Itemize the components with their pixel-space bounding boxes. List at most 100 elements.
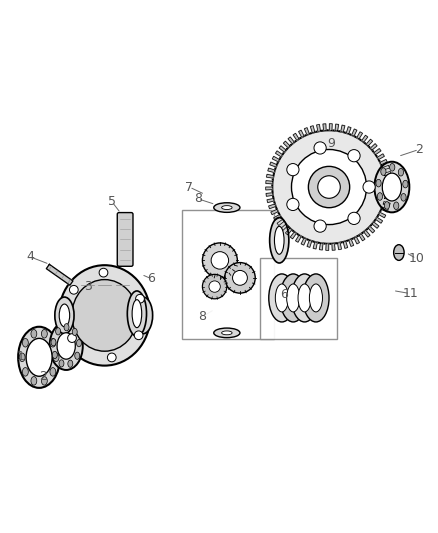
- Polygon shape: [266, 174, 273, 178]
- Polygon shape: [326, 244, 329, 251]
- Ellipse shape: [222, 331, 232, 335]
- Ellipse shape: [363, 181, 375, 193]
- Ellipse shape: [132, 300, 142, 328]
- Polygon shape: [329, 124, 332, 131]
- Polygon shape: [319, 243, 323, 250]
- Polygon shape: [317, 125, 321, 131]
- Ellipse shape: [275, 227, 284, 254]
- Ellipse shape: [202, 274, 227, 299]
- Ellipse shape: [381, 168, 386, 175]
- Ellipse shape: [280, 274, 306, 322]
- Ellipse shape: [287, 284, 300, 312]
- Text: 10: 10: [408, 252, 424, 265]
- Ellipse shape: [401, 193, 406, 201]
- Text: 8: 8: [194, 192, 202, 205]
- Ellipse shape: [403, 180, 408, 188]
- Polygon shape: [323, 124, 326, 131]
- Polygon shape: [277, 220, 284, 225]
- Polygon shape: [304, 128, 309, 135]
- Ellipse shape: [57, 333, 75, 359]
- Polygon shape: [338, 243, 342, 249]
- Polygon shape: [283, 141, 290, 148]
- Ellipse shape: [22, 338, 28, 347]
- Ellipse shape: [134, 331, 143, 340]
- Polygon shape: [268, 204, 276, 209]
- Text: 11: 11: [403, 287, 418, 300]
- Ellipse shape: [107, 353, 116, 362]
- Polygon shape: [335, 124, 339, 131]
- Ellipse shape: [291, 274, 318, 322]
- Ellipse shape: [382, 173, 402, 201]
- Ellipse shape: [214, 203, 240, 212]
- Polygon shape: [46, 264, 73, 285]
- Ellipse shape: [99, 268, 108, 277]
- Ellipse shape: [72, 328, 77, 335]
- Ellipse shape: [53, 353, 59, 361]
- Polygon shape: [299, 130, 304, 138]
- Ellipse shape: [51, 338, 56, 346]
- Ellipse shape: [42, 377, 47, 385]
- Ellipse shape: [59, 360, 64, 367]
- Text: 9: 9: [328, 137, 336, 150]
- Polygon shape: [357, 132, 363, 139]
- Ellipse shape: [211, 252, 229, 269]
- Ellipse shape: [59, 265, 150, 366]
- Text: 6: 6: [280, 288, 288, 301]
- Ellipse shape: [18, 327, 60, 388]
- Ellipse shape: [318, 176, 340, 198]
- Polygon shape: [346, 127, 351, 134]
- Ellipse shape: [50, 338, 56, 347]
- Ellipse shape: [394, 245, 404, 261]
- Ellipse shape: [19, 353, 25, 361]
- Ellipse shape: [59, 304, 70, 327]
- Polygon shape: [332, 244, 335, 251]
- Polygon shape: [382, 165, 389, 170]
- Polygon shape: [380, 159, 387, 165]
- Text: 6: 6: [148, 272, 155, 285]
- Ellipse shape: [269, 274, 295, 322]
- Bar: [182, 210, 274, 338]
- Polygon shape: [274, 215, 281, 220]
- Polygon shape: [272, 156, 279, 162]
- Text: 4: 4: [26, 251, 34, 263]
- Ellipse shape: [264, 122, 395, 253]
- FancyBboxPatch shape: [117, 213, 133, 266]
- Ellipse shape: [31, 329, 37, 338]
- Ellipse shape: [394, 202, 399, 209]
- Ellipse shape: [22, 368, 28, 376]
- Text: 1: 1: [16, 350, 24, 362]
- Ellipse shape: [276, 284, 288, 312]
- Ellipse shape: [225, 263, 255, 293]
- Text: 7: 7: [185, 181, 193, 193]
- Polygon shape: [266, 181, 272, 184]
- Ellipse shape: [134, 297, 152, 334]
- Polygon shape: [290, 232, 297, 239]
- Polygon shape: [276, 151, 283, 157]
- Polygon shape: [296, 235, 301, 242]
- Polygon shape: [349, 239, 354, 246]
- Ellipse shape: [287, 198, 299, 211]
- Ellipse shape: [68, 360, 73, 367]
- Ellipse shape: [72, 280, 138, 351]
- Polygon shape: [311, 126, 315, 133]
- Ellipse shape: [384, 201, 389, 209]
- Ellipse shape: [376, 179, 381, 187]
- Polygon shape: [266, 193, 273, 196]
- Polygon shape: [313, 242, 317, 249]
- Polygon shape: [343, 241, 348, 248]
- Polygon shape: [288, 137, 294, 144]
- Polygon shape: [385, 196, 392, 200]
- Ellipse shape: [42, 329, 47, 338]
- Polygon shape: [352, 129, 357, 136]
- Ellipse shape: [56, 328, 60, 335]
- Ellipse shape: [309, 284, 322, 312]
- Polygon shape: [268, 168, 275, 173]
- Polygon shape: [384, 172, 391, 175]
- Ellipse shape: [348, 212, 360, 224]
- Polygon shape: [386, 184, 392, 187]
- Polygon shape: [301, 238, 306, 245]
- Polygon shape: [374, 149, 381, 155]
- Ellipse shape: [127, 291, 147, 336]
- Polygon shape: [376, 217, 382, 223]
- Ellipse shape: [233, 270, 247, 285]
